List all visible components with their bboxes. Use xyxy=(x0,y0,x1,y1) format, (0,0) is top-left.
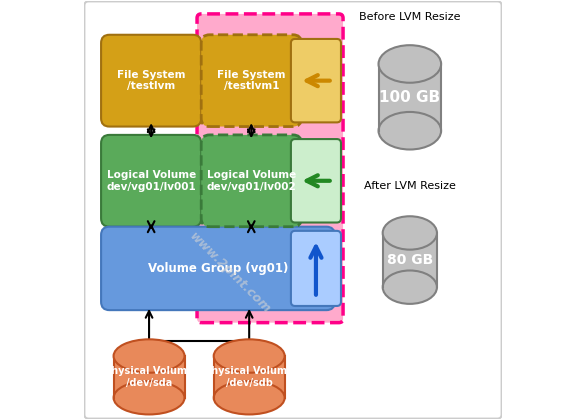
FancyBboxPatch shape xyxy=(84,1,502,419)
Text: Volume Group (vg01): Volume Group (vg01) xyxy=(148,262,288,275)
Text: Logical Volume
dev/vg01/lv001: Logical Volume dev/vg01/lv001 xyxy=(106,170,196,192)
Bar xyxy=(214,356,285,398)
FancyBboxPatch shape xyxy=(291,139,341,223)
Ellipse shape xyxy=(383,270,437,304)
Bar xyxy=(383,233,437,287)
Bar xyxy=(379,64,441,131)
Ellipse shape xyxy=(383,216,437,249)
Text: Physical Volume
/dev/sda: Physical Volume /dev/sda xyxy=(104,366,194,388)
FancyBboxPatch shape xyxy=(291,39,341,122)
Text: Logical Volume
dev/vg01/lv002: Logical Volume dev/vg01/lv002 xyxy=(206,170,296,192)
Bar xyxy=(114,356,185,398)
FancyBboxPatch shape xyxy=(201,135,301,227)
FancyBboxPatch shape xyxy=(101,35,201,126)
Ellipse shape xyxy=(114,339,185,373)
Ellipse shape xyxy=(379,112,441,150)
Text: www.2pint.com: www.2pint.com xyxy=(188,229,274,316)
Text: Physical Volume
/dev/sdb: Physical Volume /dev/sdb xyxy=(205,366,294,388)
Text: File System
/testlvm: File System /testlvm xyxy=(117,70,185,92)
FancyBboxPatch shape xyxy=(291,231,341,306)
Text: 100 GB: 100 GB xyxy=(379,90,441,105)
FancyBboxPatch shape xyxy=(197,14,343,323)
Ellipse shape xyxy=(214,339,285,373)
Ellipse shape xyxy=(114,381,185,415)
Ellipse shape xyxy=(214,381,285,415)
Text: After LVM Resize: After LVM Resize xyxy=(364,181,456,191)
Text: File System
/testlvm1: File System /testlvm1 xyxy=(217,70,285,92)
FancyBboxPatch shape xyxy=(201,35,301,126)
Text: 80 GB: 80 GB xyxy=(387,253,433,267)
Ellipse shape xyxy=(379,45,441,83)
FancyBboxPatch shape xyxy=(101,135,201,227)
FancyBboxPatch shape xyxy=(101,227,335,310)
Text: Before LVM Resize: Before LVM Resize xyxy=(359,12,461,22)
